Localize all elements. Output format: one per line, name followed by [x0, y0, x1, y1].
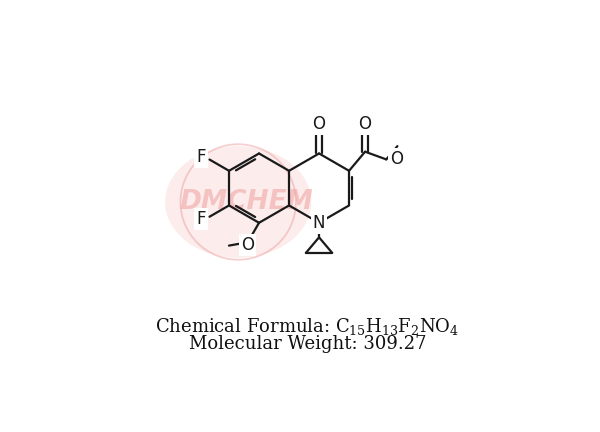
Text: DMCHEM: DMCHEM	[179, 189, 313, 215]
Text: O: O	[390, 150, 403, 168]
Text: O: O	[313, 115, 326, 133]
Text: Chemical Formula: $\mathregular{C_{15}H_{13}F_2NO_4}$: Chemical Formula: $\mathregular{C_{15}H_…	[155, 316, 460, 337]
Text: F: F	[196, 148, 206, 166]
Text: Molecular Weight: 309.27: Molecular Weight: 309.27	[189, 335, 426, 353]
Text: F: F	[196, 210, 206, 228]
Text: N: N	[313, 214, 325, 232]
Text: O: O	[359, 115, 371, 133]
Ellipse shape	[165, 146, 311, 258]
Text: O: O	[241, 235, 254, 254]
